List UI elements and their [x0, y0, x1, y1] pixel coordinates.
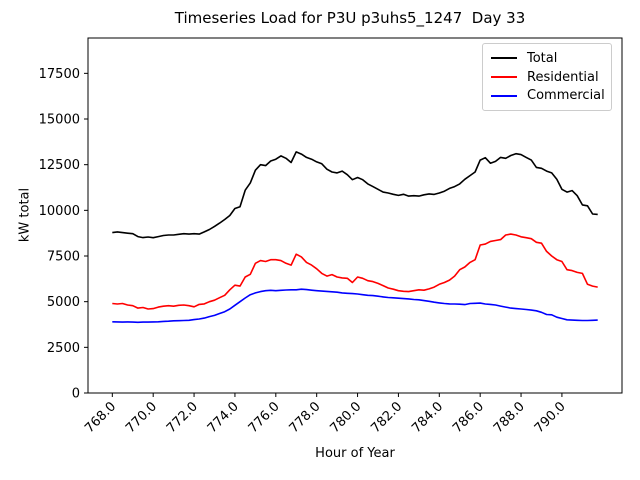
- legend: Total Residential Commercial: [482, 43, 612, 111]
- legend-item-total: Total: [491, 49, 603, 68]
- x-tick-label: 770.0: [123, 399, 160, 436]
- x-tick-label: 778.0: [287, 399, 324, 436]
- x-tick-label: 788.0: [491, 399, 528, 436]
- y-tick-label: 2500: [47, 341, 80, 356]
- x-axis-ticks: 768.0 770.0 772.0 774.0 776.0 778.0 780.0 782.0…: [82, 393, 569, 436]
- y-tick-label: 0: [72, 387, 80, 402]
- plot-border: [87, 37, 623, 394]
- x-axis-label: Hour of Year: [315, 446, 395, 461]
- commercial-line-swatch: [491, 94, 517, 97]
- series-lines: [112, 151, 598, 324]
- y-tick-label: 10000: [39, 204, 80, 219]
- series-line-commercial: [112, 288, 598, 324]
- y-tick-label: 5000: [47, 295, 80, 310]
- y-axis-label: kW total: [17, 187, 33, 243]
- y-axis-ticks: 0 2500 5000 7500 10000 12500 15000 17500: [39, 67, 88, 402]
- legend-label: Total: [527, 50, 558, 66]
- x-tick-label: 782.0: [368, 399, 405, 436]
- x-tick-label: 790.0: [532, 399, 569, 436]
- x-tick-label: 774.0: [205, 399, 242, 436]
- y-tick-label: 15000: [39, 113, 80, 128]
- series-line-total: [112, 151, 598, 239]
- y-tick-label: 17500: [39, 67, 80, 82]
- x-tick-label: 786.0: [450, 399, 487, 436]
- legend-item-commercial: Commercial: [491, 86, 605, 105]
- total-line-swatch: [491, 57, 517, 60]
- chart-title: Timeseries Load for P3U p3uhs5_1247 Day …: [174, 9, 526, 27]
- x-tick-label: 768.0: [82, 399, 119, 436]
- x-tick-label: 776.0: [246, 399, 283, 436]
- legend-label: Commercial: [527, 88, 605, 104]
- axes-frame: [87, 37, 623, 394]
- series-line-residential: [112, 233, 598, 310]
- x-tick-label: 780.0: [327, 399, 364, 436]
- x-tick-label: 772.0: [164, 399, 201, 436]
- legend-label: Residential: [527, 69, 599, 85]
- y-tick-label: 12500: [39, 158, 80, 173]
- residential-line-swatch: [491, 76, 517, 78]
- x-tick-label: 784.0: [409, 399, 446, 436]
- y-tick-label: 7500: [47, 250, 80, 265]
- legend-item-residential: Residential: [491, 68, 603, 87]
